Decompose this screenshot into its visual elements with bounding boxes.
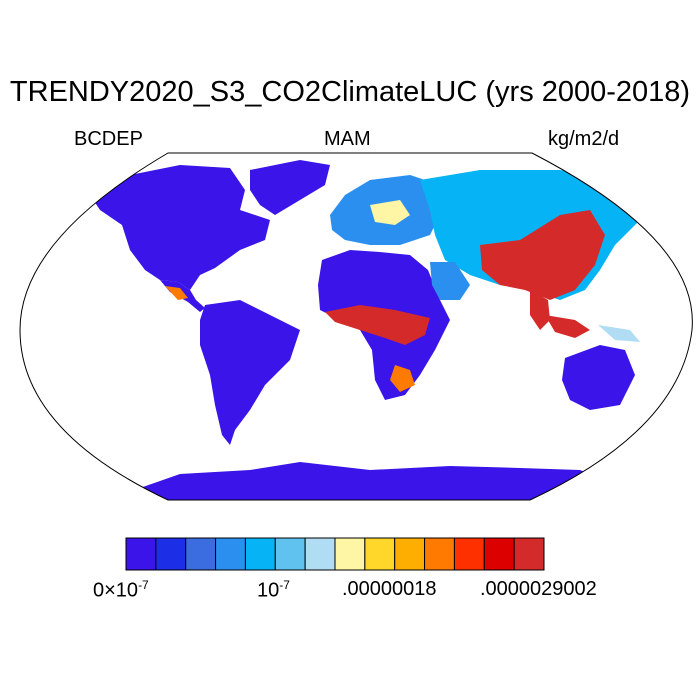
- colorbar-tick-label-1: 0×10-7: [93, 578, 149, 602]
- europe-mid: [370, 200, 410, 225]
- antarctica: [140, 462, 600, 500]
- greenland: [250, 160, 330, 215]
- colorbar-bin-7: [304, 537, 336, 571]
- south-america: [200, 300, 300, 445]
- africa-south-mid: [390, 365, 415, 392]
- maritime-islands: [545, 315, 590, 338]
- units-label: kg/m2/d: [548, 128, 620, 150]
- colorbar-bin-10: [394, 537, 426, 571]
- southeast-asia-high: [530, 290, 550, 330]
- central-america-high: [165, 286, 188, 300]
- colorbar-bin-2: [155, 537, 187, 571]
- africa-sahel-high: [325, 305, 430, 345]
- colorbar-bin-11: [424, 537, 455, 571]
- colorbar-bin-9: [364, 537, 396, 571]
- season-label: MAM: [324, 128, 371, 150]
- colorbar-tick-label-3: .00000018: [342, 578, 437, 600]
- colorbar-bin-4: [215, 537, 246, 571]
- colorbar-bin-12: [453, 537, 485, 571]
- new-guinea: [598, 325, 640, 342]
- colorbar-bin-1: [125, 537, 157, 571]
- variable-label: BCDEP: [74, 128, 143, 150]
- colorbar-tick-label-2: 10-7: [257, 578, 290, 602]
- map-title: TRENDY2020_S3_CO2ClimateLUC (yrs 2000-20…: [9, 76, 691, 108]
- australia: [562, 345, 635, 410]
- colorbar-bin-5: [244, 537, 276, 571]
- north-america: [90, 165, 270, 290]
- colorbar-bin-13: [483, 537, 515, 571]
- colorbar-bin-3: [185, 537, 217, 571]
- colorbar-bin-8: [334, 537, 366, 571]
- globe-outline: [19, 152, 693, 501]
- east-asia-high: [480, 210, 605, 300]
- colorbar-bin-14: [513, 537, 545, 571]
- colorbar-tick-label-4: .0000029002: [480, 578, 597, 600]
- arabia: [430, 262, 470, 300]
- colorbar-bin-6: [274, 537, 306, 571]
